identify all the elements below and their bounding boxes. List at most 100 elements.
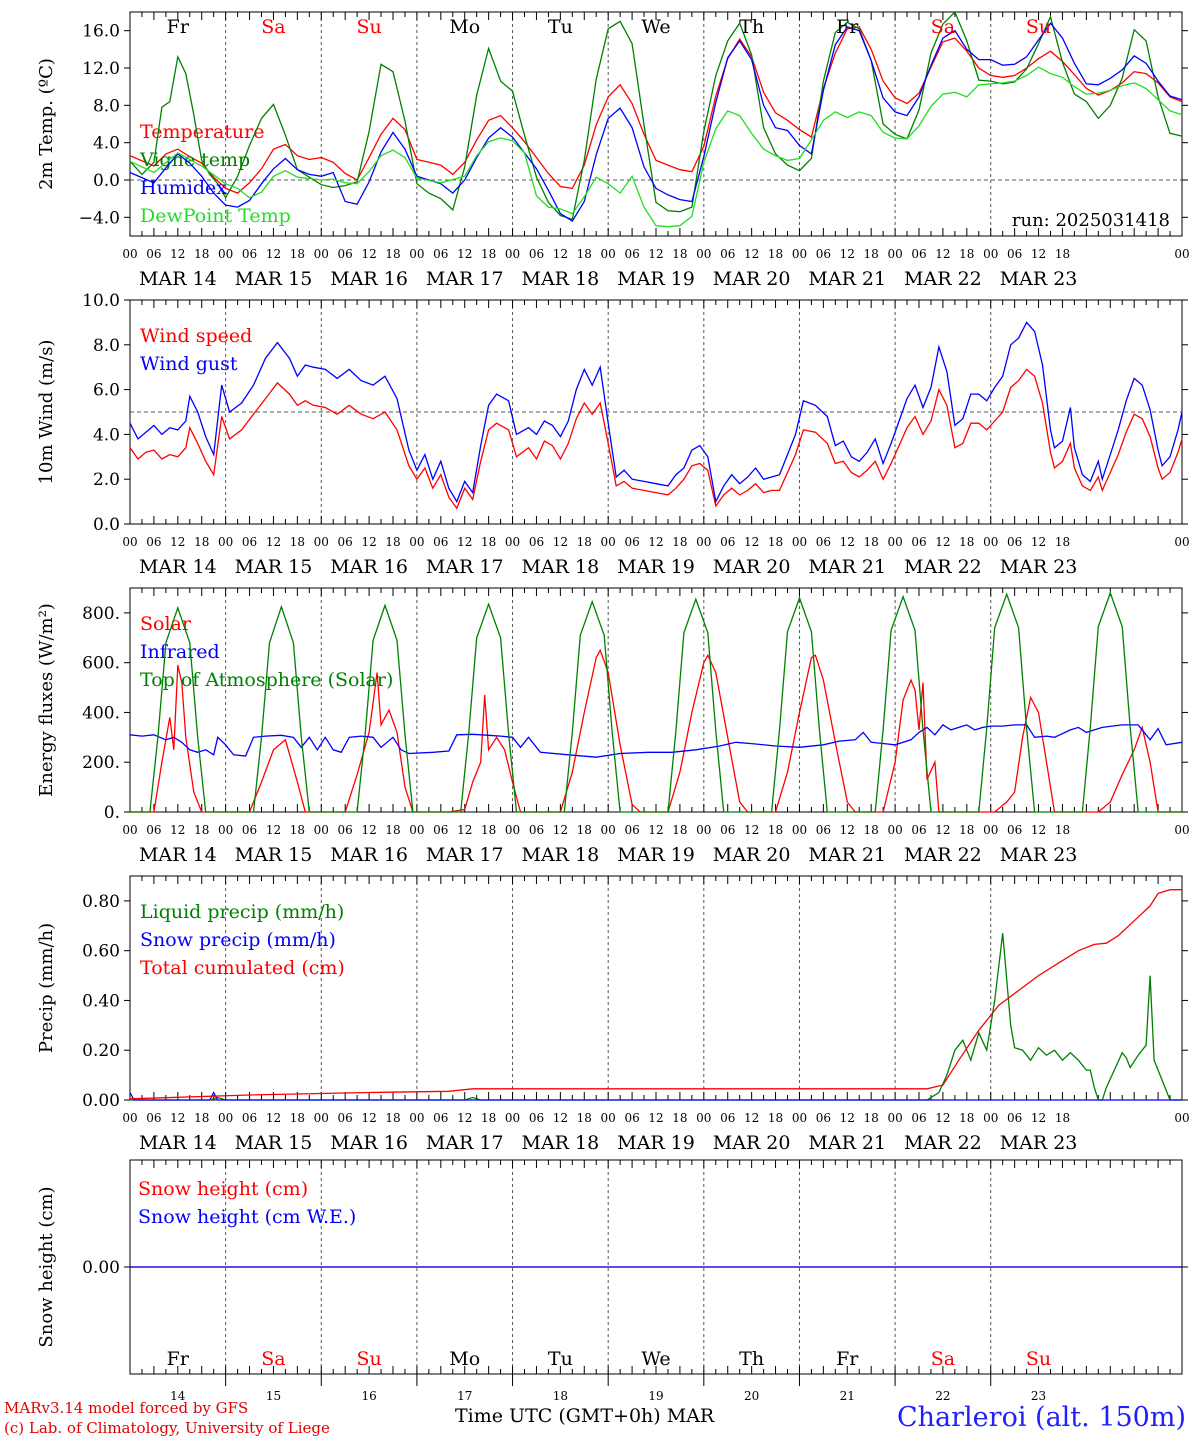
legend-entry: Temperature bbox=[140, 121, 264, 143]
hour-label: 00 bbox=[314, 1111, 329, 1125]
hour-label: 18 bbox=[1055, 535, 1070, 549]
weekday-label: Su bbox=[1026, 16, 1051, 38]
date-label: MAR 14 bbox=[139, 1132, 217, 1154]
hour-label: 18 bbox=[290, 535, 305, 549]
y-tick-label: 800. bbox=[82, 604, 120, 624]
hour-label: 00 bbox=[887, 1111, 902, 1125]
date-label: MAR 16 bbox=[330, 268, 408, 290]
hour-label: 12 bbox=[361, 535, 376, 549]
y-tick-label: 6.0 bbox=[93, 381, 120, 401]
hour-label: 00 bbox=[601, 535, 616, 549]
hour-label: 12 bbox=[840, 535, 855, 549]
hour-label: 18 bbox=[959, 535, 974, 549]
hour-label: 06 bbox=[242, 823, 257, 837]
hour-label: 00 bbox=[792, 823, 807, 837]
hour-label: 18 bbox=[959, 1111, 974, 1125]
hour-label: 12 bbox=[744, 1111, 759, 1125]
hour-label: 06 bbox=[1007, 247, 1022, 261]
weekday-label: Sa bbox=[931, 1348, 955, 1370]
hour-label: 18 bbox=[864, 247, 879, 261]
hour-label: 06 bbox=[338, 823, 353, 837]
hour-label: 18 bbox=[768, 1111, 783, 1125]
hour-label: 12 bbox=[840, 1111, 855, 1125]
hour-label: 12 bbox=[553, 823, 568, 837]
date-label: MAR 18 bbox=[522, 1132, 600, 1154]
y-tick-label: 0.60 bbox=[82, 942, 120, 962]
date-label: MAR 18 bbox=[522, 268, 600, 290]
hour-label: 06 bbox=[529, 535, 544, 549]
hour-label: 06 bbox=[720, 247, 735, 261]
run-label: run: 2025031418 bbox=[1012, 210, 1170, 231]
hour-label: 06 bbox=[720, 1111, 735, 1125]
date-label: MAR 17 bbox=[426, 556, 504, 578]
hour-label: 00 bbox=[409, 247, 424, 261]
hour-label: 06 bbox=[911, 823, 926, 837]
hour-label: 00 bbox=[505, 823, 520, 837]
x-axis-month: MAR bbox=[666, 1405, 715, 1427]
weekday-label: Tu bbox=[548, 16, 573, 38]
legend-entry: Snow height (cm) bbox=[138, 1178, 308, 1200]
day-number-label: 21 bbox=[840, 1389, 855, 1403]
hour-label: 06 bbox=[720, 823, 735, 837]
hour-label: 00 bbox=[505, 247, 520, 261]
hour-label: 12 bbox=[840, 247, 855, 261]
weekday-label: Tu bbox=[548, 1348, 573, 1370]
hour-label: 00 bbox=[696, 823, 711, 837]
hour-label: 06 bbox=[529, 247, 544, 261]
panel-temp: 16.0 12.0 8.0 4.0 0.0 −4.0 2m Temp. (ºC) Temper… bbox=[36, 10, 1190, 290]
date-label: MAR 15 bbox=[235, 556, 313, 578]
panel-flux: 800. 600. 400. 200. 0. Energy fluxes (W/m²) So… bbox=[36, 587, 1190, 866]
hour-label: 06 bbox=[816, 247, 831, 261]
hour-label: 00 bbox=[1174, 823, 1189, 837]
hour-label: 06 bbox=[1007, 535, 1022, 549]
hour-label: 00 bbox=[887, 823, 902, 837]
hour-label: 12 bbox=[840, 823, 855, 837]
hour-label: 18 bbox=[864, 1111, 879, 1125]
station-name: Charleroi (alt. 150m) bbox=[897, 1402, 1186, 1433]
hour-label: 12 bbox=[744, 823, 759, 837]
weekday-label: We bbox=[641, 1348, 670, 1370]
hour-label: 18 bbox=[290, 823, 305, 837]
hour-label: 06 bbox=[624, 1111, 639, 1125]
hour-label: 12 bbox=[553, 247, 568, 261]
hour-label: 00 bbox=[1174, 247, 1189, 261]
hour-label: 00 bbox=[122, 247, 137, 261]
hour-label: 12 bbox=[170, 535, 185, 549]
y-tick-label: 0. bbox=[104, 803, 120, 823]
hour-label: 06 bbox=[242, 247, 257, 261]
y-tick-label: 10.0 bbox=[82, 291, 120, 311]
hour-label: 06 bbox=[816, 535, 831, 549]
hour-label: 00 bbox=[409, 823, 424, 837]
hour-label: 00 bbox=[314, 247, 329, 261]
series-line-dewpoint-temp bbox=[129, 66, 1183, 228]
y-tick-label: 400. bbox=[82, 703, 120, 723]
day-number-label: 17 bbox=[457, 1389, 472, 1403]
hour-label: 00 bbox=[601, 247, 616, 261]
hour-label: 06 bbox=[624, 823, 639, 837]
hour-label: 18 bbox=[959, 247, 974, 261]
day-number-label: 20 bbox=[744, 1389, 759, 1403]
date-label: MAR 21 bbox=[808, 844, 886, 866]
weekday-label: Mo bbox=[449, 16, 480, 38]
hour-label: 00 bbox=[505, 535, 520, 549]
hour-label: 06 bbox=[146, 823, 161, 837]
hour-label: 12 bbox=[170, 1111, 185, 1125]
hour-label: 12 bbox=[266, 247, 281, 261]
credit-line: (c) Lab. of Climatology, University of L… bbox=[4, 1419, 330, 1437]
hour-label: 18 bbox=[864, 823, 879, 837]
hour-label: 06 bbox=[720, 535, 735, 549]
hour-label: 12 bbox=[744, 247, 759, 261]
hour-label: 06 bbox=[338, 247, 353, 261]
hour-label: 18 bbox=[672, 247, 687, 261]
x-axis-title: Time UTC (GMT+0h) MAR bbox=[455, 1405, 714, 1427]
hour-label: 00 bbox=[314, 535, 329, 549]
weekday-label: Fr bbox=[167, 16, 190, 38]
weekday-label: Mo bbox=[449, 1348, 480, 1370]
hour-label: 00 bbox=[314, 823, 329, 837]
hour-label: 18 bbox=[577, 823, 592, 837]
date-label: MAR 23 bbox=[1000, 268, 1078, 290]
hour-label: 18 bbox=[864, 535, 879, 549]
hour-label: 12 bbox=[744, 535, 759, 549]
date-label: MAR 18 bbox=[522, 556, 600, 578]
hour-label: 06 bbox=[433, 247, 448, 261]
